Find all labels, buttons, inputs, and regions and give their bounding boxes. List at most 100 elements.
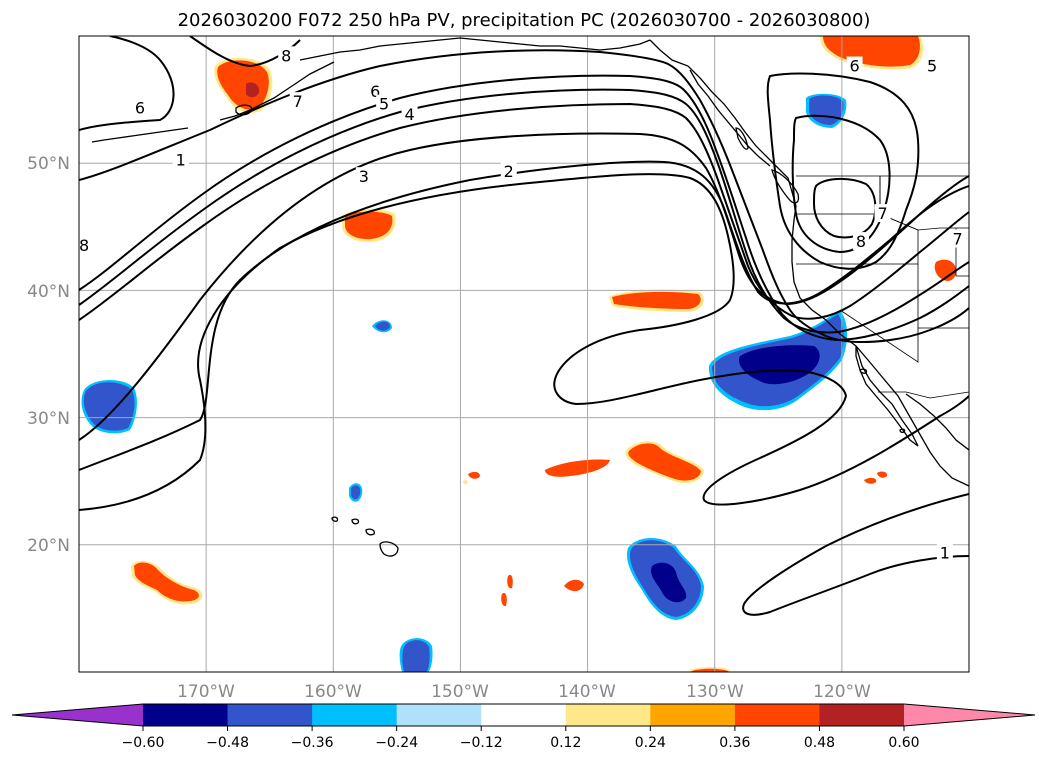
precip-blob-positive [864, 477, 877, 484]
contour-label-bg [924, 56, 941, 75]
lat-tick-label: 50°N [27, 154, 70, 174]
contour-label-bg [376, 94, 393, 113]
borders [796, 175, 969, 399]
precip-blob-positive [692, 668, 728, 672]
island-haida-gwaii [735, 127, 749, 150]
lat-tick-label: 40°N [27, 282, 70, 302]
contour-label-bg [852, 232, 869, 251]
colorbar-tick-label: 0.60 [888, 735, 919, 751]
lon-tick-label: 150°W [431, 682, 489, 702]
pv-contour [791, 114, 891, 254]
colorbar-tick-label: 0.12 [550, 735, 581, 751]
pv-contour [79, 160, 969, 471]
contour-label: 7 [877, 204, 887, 223]
lon-tick-label: 160°W [304, 682, 362, 702]
contour-label-bg [500, 162, 517, 181]
precip-blob-negative [738, 345, 820, 385]
lat-axis-labels: 50°N 40°N 30°N 20°N [27, 154, 70, 556]
colorbar-extend-min [12, 704, 143, 726]
contour-label: 8 [856, 232, 866, 251]
contour-label-bg [289, 92, 306, 111]
island-channel [859, 368, 868, 374]
lon-tick-label: 130°W [686, 682, 744, 702]
precip-blob-positive [628, 443, 701, 481]
contour-label-bg [355, 167, 372, 186]
colorbar-segment [312, 704, 398, 726]
contour-label: 6 [135, 99, 145, 118]
lon-tick-label: 120°W [813, 682, 871, 702]
colorbar-segment [143, 704, 229, 726]
precip-blob-positive [217, 60, 269, 110]
lat-tick-label: 30°N [27, 409, 70, 429]
coastline-gulf [905, 393, 969, 451]
figure-title: 2026030200 F072 250 hPa PV, precipitatio… [178, 10, 871, 31]
colorbar-tick-label: −0.36 [291, 735, 334, 751]
colorbar-segment [227, 704, 313, 726]
precip-blob-positive [501, 592, 507, 607]
contour-label: 5 [379, 95, 389, 114]
map-frame [78, 35, 970, 673]
island-oahu [351, 518, 360, 525]
colorbar-segment [819, 704, 905, 726]
contour-label-bg [278, 46, 295, 65]
pv-contours [79, 36, 969, 616]
colorbar-tick-label: 0.36 [719, 735, 750, 751]
pv-contour [742, 493, 969, 616]
pv-contour [79, 173, 969, 511]
precip-blob-positive [612, 291, 701, 309]
pv-contour [79, 49, 969, 344]
gridlines [79, 36, 969, 672]
lon-tick-label: 140°W [558, 682, 616, 702]
contour-label: 4 [404, 105, 414, 124]
coastline-panhandle [689, 69, 771, 167]
precip-blob-positive [877, 471, 888, 478]
coastline-alaska [299, 37, 651, 61]
coastline-aleutians-west [91, 127, 189, 143]
colorbar-tick-label: 0.24 [635, 735, 666, 751]
contour-label-bg [401, 104, 418, 123]
pv-contour [79, 102, 969, 321]
border-us-mexico [878, 391, 969, 399]
colorbar: −0.60 −0.48 −0.36 −0.24 −0.12 0.12 0.24 0.36 0.4… [11, 703, 1036, 751]
contour-label: 1 [940, 544, 950, 563]
precip-blob-positive [545, 459, 610, 477]
contour-label: 1 [176, 151, 186, 170]
lon-axis-labels: 170°W 160°W 150°W 140°W 130°W 120°W [177, 682, 871, 702]
colorbar-segment [734, 704, 820, 726]
contour-label: 7 [952, 230, 962, 249]
contour-label: 7 [293, 92, 303, 111]
island-revillagigedo [899, 428, 906, 434]
island-vancouver [771, 169, 800, 204]
lat-tick-label: 20°N [27, 536, 70, 556]
coastline-north-america [649, 39, 969, 487]
colorbar-segment [565, 704, 651, 726]
contour-label-bg [132, 98, 149, 117]
coastline-baja [855, 345, 919, 447]
precip-blob-positive [246, 82, 260, 98]
contour-label: 5 [927, 57, 937, 76]
island-maui [365, 528, 376, 536]
contour-label-bg [846, 56, 863, 75]
contour-label-bg [936, 543, 953, 562]
contour-label-bg [79, 235, 93, 254]
precip-blob-positive [345, 211, 393, 240]
colorbar-segment [481, 704, 567, 726]
contour-label-bg [874, 204, 891, 223]
contour-label: 6 [849, 57, 859, 76]
colorbar-extend-max [904, 704, 1035, 726]
contour-label: 8 [79, 236, 89, 255]
contour-label: 6 [370, 82, 380, 101]
contour-label-bg [172, 150, 189, 169]
precip-blob-negative [402, 640, 430, 672]
lon-tick-label: 170°W [177, 682, 235, 702]
island-hawaii [379, 541, 399, 557]
contour-label: 3 [359, 167, 369, 186]
precip-blob-negative [651, 562, 687, 603]
pv-contour [79, 88, 969, 334]
precip-blob-positive [468, 471, 480, 479]
colorbar-tick-label: −0.12 [460, 735, 503, 751]
precip-blob-positive [134, 562, 199, 602]
colorbar-tick-label: −0.60 [122, 735, 165, 751]
precip-shading-layer [81, 36, 957, 672]
